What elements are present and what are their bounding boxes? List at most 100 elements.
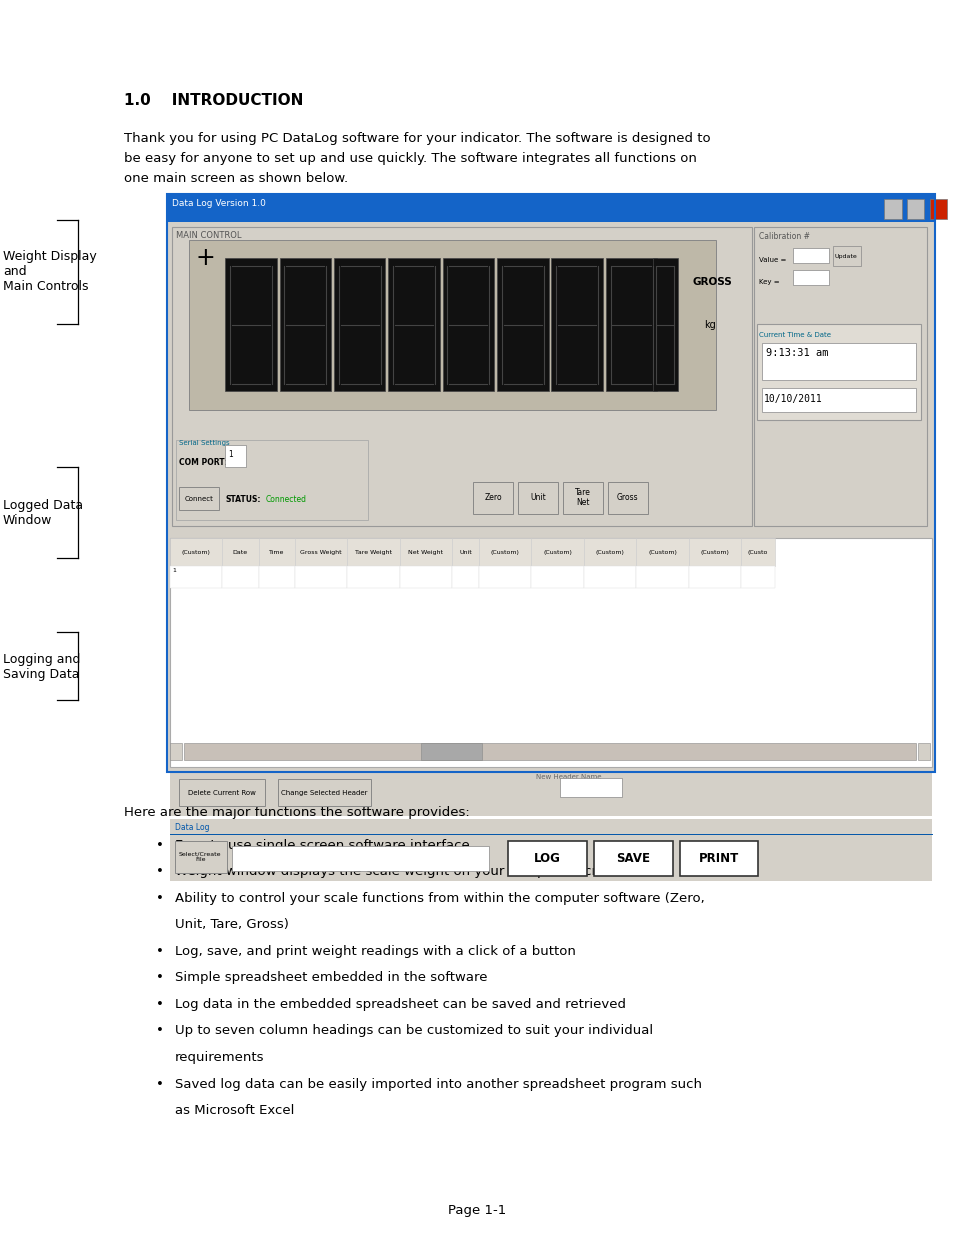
Text: Log, save, and print weight readings with a click of a button: Log, save, and print weight readings wit… [174,945,575,958]
Text: SAVE: SAVE [616,852,650,864]
Bar [531,566,583,588]
Bar [170,743,182,760]
Text: •: • [155,945,163,958]
Text: Page 1-1: Page 1-1 [447,1204,506,1218]
Text: Zero: Zero [484,493,501,503]
Text: Delete Current Row: Delete Current Row [188,790,256,795]
Bar [605,258,657,391]
Text: 9:13:31 am: 9:13:31 am [765,348,827,358]
Bar [740,566,774,588]
Text: +: + [195,246,215,269]
Bar [761,388,915,412]
Text: (Custom): (Custom) [490,550,519,555]
Text: kg: kg [703,320,715,330]
Bar [334,258,385,391]
Bar [607,482,647,514]
Bar [294,538,347,566]
Bar [179,487,219,510]
Text: (Custom): (Custom) [542,550,572,555]
Text: Current Time & Date: Current Time & Date [759,332,830,338]
Text: PRINT: PRINT [699,852,739,864]
Bar [172,227,751,526]
Bar [170,819,931,881]
Bar [478,538,531,566]
Bar [225,258,276,391]
Bar [757,324,920,420]
Bar [170,538,931,767]
Bar [170,538,222,566]
Bar [388,258,439,391]
Bar [906,199,923,219]
Text: Here are the major functions the software provides:: Here are the major functions the softwar… [124,806,469,820]
Text: Update: Update [834,254,857,259]
Bar [636,538,688,566]
Text: Connected: Connected [265,495,306,504]
Text: Gross Weight: Gross Weight [300,550,341,555]
Bar [258,538,294,566]
Bar [679,841,758,876]
Bar [174,841,227,873]
Text: be easy for anyone to set up and use quickly. The software integrates all functi: be easy for anyone to set up and use qui… [124,152,696,165]
Bar [452,566,478,588]
Text: Weight window displays the scale weight on your computer screen: Weight window displays the scale weight … [174,864,620,878]
Text: Thank you for using PC DataLog software for your indicator. The software is desi: Thank you for using PC DataLog software … [124,132,710,146]
Text: 10/10/2011: 10/10/2011 [763,394,821,404]
Bar [170,769,931,816]
Bar [636,566,688,588]
Text: Tare Weight: Tare Weight [355,550,392,555]
Text: 1: 1 [172,568,176,573]
Text: Unit: Unit [530,493,545,503]
Text: Log data in the embedded spreadsheet can be saved and retrieved: Log data in the embedded spreadsheet can… [174,998,625,1011]
Text: Key =: Key = [759,279,779,285]
Text: as Microsoft Excel: as Microsoft Excel [174,1104,294,1118]
Bar [167,194,934,772]
Text: Time: Time [269,550,284,555]
Text: MAIN CONTROL: MAIN CONTROL [176,231,242,240]
Bar [688,538,740,566]
Bar [347,566,399,588]
Bar [277,779,371,806]
Bar [531,538,583,566]
Text: (Custom): (Custom) [700,550,729,555]
Text: COM PORT:: COM PORT: [179,458,228,467]
Text: Select/Create
File: Select/Create File [179,852,221,862]
Text: •: • [155,864,163,878]
Text: requirements: requirements [174,1051,264,1065]
Bar [399,538,452,566]
Bar [184,743,915,760]
Text: Simple spreadsheet embedded in the software: Simple spreadsheet embedded in the softw… [174,971,487,984]
Text: Saved log data can be easily imported into another spreadsheet program such: Saved log data can be easily imported in… [174,1077,700,1091]
Text: New Header Name: New Header Name [536,774,600,781]
Text: Tare
Net: Tare Net [575,488,590,508]
Bar [167,194,934,222]
Bar [832,246,861,266]
Bar [517,482,558,514]
Bar [792,248,828,263]
Text: Serial Settings: Serial Settings [179,440,230,446]
Text: Ability to control your scale functions from within the computer software (Zero,: Ability to control your scale functions … [174,892,703,905]
Bar [399,566,452,588]
Bar [176,440,368,520]
Bar [754,227,926,526]
Bar [478,566,531,588]
Bar [792,270,828,285]
Text: •: • [155,839,163,852]
Text: Easy to use single screen software interface: Easy to use single screen software inter… [174,839,469,852]
Text: Net Weight: Net Weight [408,550,443,555]
Text: Value =: Value = [759,257,786,263]
Text: Date: Date [233,550,248,555]
Bar [761,343,915,380]
Bar [917,743,929,760]
Bar [279,258,331,391]
Text: Calibration #: Calibration # [759,232,809,241]
Text: Logged Data
Window: Logged Data Window [3,499,83,526]
Bar [347,538,399,566]
Bar [232,846,489,871]
Text: STATUS:: STATUS: [225,495,260,504]
Bar [189,240,716,410]
Text: •: • [155,1025,163,1037]
Text: Data Log Version 1.0: Data Log Version 1.0 [172,199,265,207]
Bar [562,482,602,514]
Text: Gross: Gross [617,493,638,503]
Bar [473,482,513,514]
